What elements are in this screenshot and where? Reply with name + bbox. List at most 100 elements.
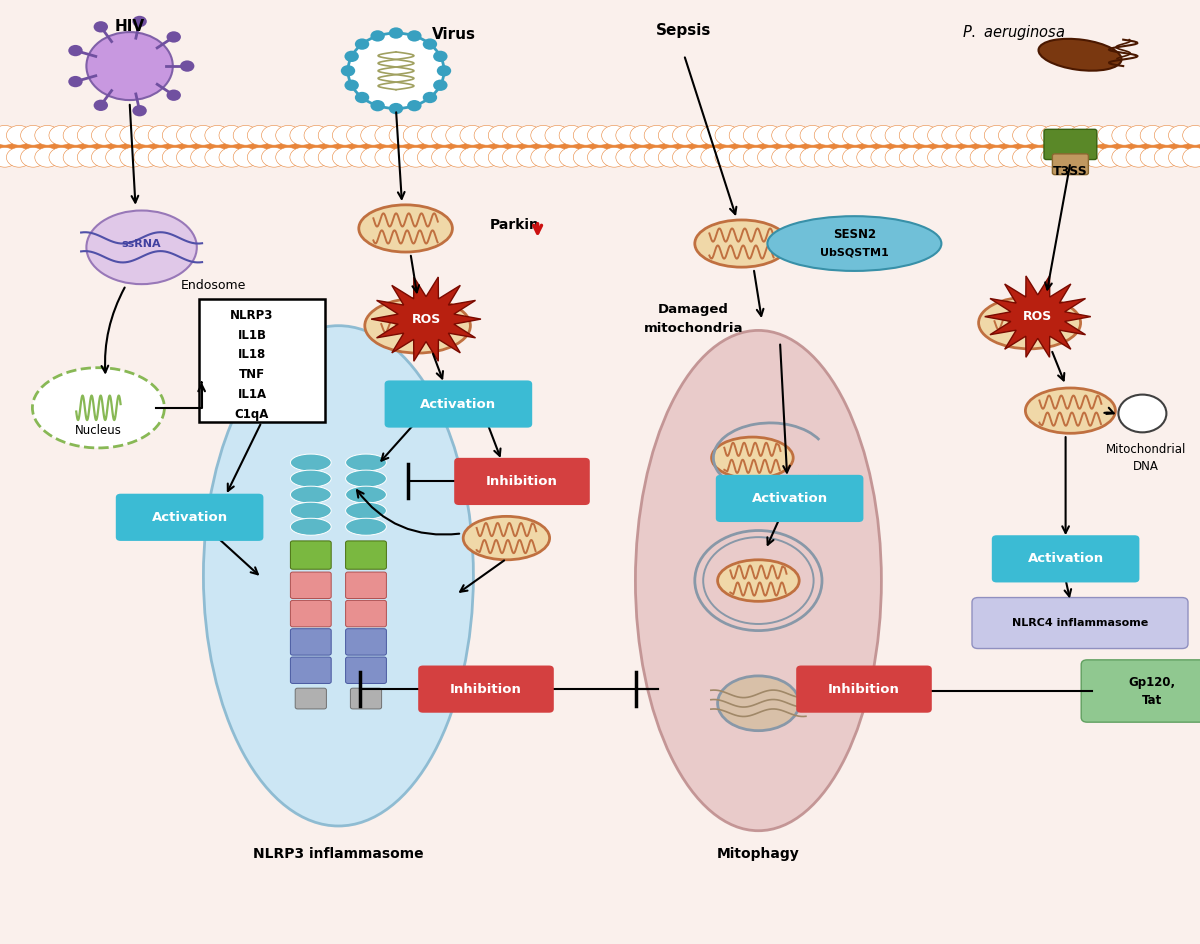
Ellipse shape: [32, 367, 164, 448]
Circle shape: [1013, 147, 1038, 167]
Circle shape: [432, 126, 457, 145]
Circle shape: [348, 33, 444, 109]
Text: C1qA: C1qA: [235, 408, 269, 421]
Circle shape: [970, 147, 995, 167]
Circle shape: [1055, 147, 1080, 167]
FancyBboxPatch shape: [290, 600, 331, 627]
Circle shape: [389, 27, 403, 39]
Circle shape: [389, 103, 403, 114]
Circle shape: [361, 147, 385, 167]
Circle shape: [1084, 147, 1109, 167]
Circle shape: [730, 126, 755, 145]
Circle shape: [422, 39, 437, 50]
Circle shape: [828, 147, 853, 167]
Circle shape: [942, 147, 967, 167]
Circle shape: [970, 126, 995, 145]
Circle shape: [488, 126, 514, 145]
Ellipse shape: [346, 470, 386, 487]
Circle shape: [344, 79, 359, 91]
Ellipse shape: [712, 437, 793, 479]
Text: NLRP3: NLRP3: [230, 309, 274, 322]
Circle shape: [701, 147, 726, 167]
Ellipse shape: [346, 454, 386, 471]
Circle shape: [318, 147, 343, 167]
Circle shape: [1169, 126, 1194, 145]
Ellipse shape: [290, 454, 331, 471]
Circle shape: [180, 60, 194, 72]
Circle shape: [167, 90, 181, 101]
Circle shape: [984, 147, 1009, 167]
Circle shape: [132, 16, 146, 27]
FancyBboxPatch shape: [454, 458, 590, 505]
FancyBboxPatch shape: [346, 657, 386, 683]
Ellipse shape: [290, 518, 331, 535]
Circle shape: [757, 147, 782, 167]
Circle shape: [176, 147, 202, 167]
Circle shape: [247, 147, 272, 167]
Circle shape: [913, 147, 938, 167]
Ellipse shape: [463, 516, 550, 560]
Circle shape: [91, 147, 116, 167]
Circle shape: [403, 126, 428, 145]
Text: ssRNA: ssRNA: [121, 239, 162, 248]
Circle shape: [800, 126, 826, 145]
Circle shape: [68, 45, 83, 57]
Circle shape: [800, 147, 826, 167]
Circle shape: [94, 21, 108, 32]
Circle shape: [786, 147, 811, 167]
Circle shape: [517, 147, 541, 167]
FancyBboxPatch shape: [290, 629, 331, 655]
Ellipse shape: [86, 211, 197, 284]
Circle shape: [1055, 126, 1080, 145]
FancyBboxPatch shape: [115, 494, 264, 541]
Circle shape: [786, 126, 811, 145]
Ellipse shape: [718, 560, 799, 601]
Text: Inhibition: Inhibition: [486, 475, 558, 488]
Circle shape: [205, 126, 230, 145]
Circle shape: [91, 126, 116, 145]
Circle shape: [588, 126, 612, 145]
Circle shape: [601, 147, 626, 167]
Circle shape: [545, 147, 570, 167]
Circle shape: [913, 126, 938, 145]
FancyBboxPatch shape: [1044, 129, 1097, 160]
Circle shape: [407, 100, 421, 111]
Circle shape: [772, 147, 797, 167]
Text: Nucleus: Nucleus: [74, 424, 122, 437]
Circle shape: [247, 126, 272, 145]
FancyBboxPatch shape: [992, 535, 1140, 582]
Circle shape: [433, 79, 448, 91]
Ellipse shape: [636, 330, 881, 831]
Circle shape: [355, 39, 370, 50]
Circle shape: [86, 32, 173, 100]
Circle shape: [1183, 126, 1200, 145]
Circle shape: [1069, 147, 1094, 167]
Circle shape: [1140, 147, 1165, 167]
Text: Mitochondrial: Mitochondrial: [1106, 443, 1186, 456]
Ellipse shape: [346, 502, 386, 519]
Circle shape: [715, 147, 740, 167]
Circle shape: [474, 126, 499, 145]
Ellipse shape: [203, 326, 473, 826]
Circle shape: [422, 92, 437, 103]
Circle shape: [347, 126, 372, 145]
Circle shape: [371, 30, 385, 42]
Ellipse shape: [1038, 39, 1122, 71]
Text: NLRC4 inflammasome: NLRC4 inflammasome: [1012, 618, 1148, 628]
Circle shape: [6, 147, 31, 167]
Circle shape: [106, 147, 131, 167]
Circle shape: [871, 126, 896, 145]
Circle shape: [857, 147, 882, 167]
Text: DNA: DNA: [1133, 460, 1159, 473]
Circle shape: [616, 147, 641, 167]
Circle shape: [815, 147, 839, 167]
Circle shape: [601, 126, 626, 145]
Circle shape: [530, 147, 556, 167]
Text: T3SS: T3SS: [1054, 165, 1087, 178]
Circle shape: [403, 147, 428, 167]
Ellipse shape: [979, 296, 1080, 348]
Text: Mitophagy: Mitophagy: [718, 848, 799, 861]
Text: UbSQSTM1: UbSQSTM1: [820, 248, 889, 258]
Circle shape: [148, 126, 173, 145]
FancyBboxPatch shape: [797, 666, 931, 713]
